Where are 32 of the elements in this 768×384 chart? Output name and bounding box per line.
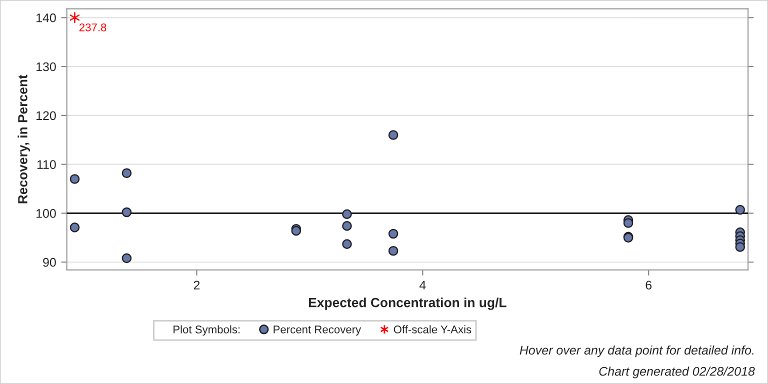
- point: [70, 12, 80, 24]
- x-tick-label: 2: [194, 280, 200, 290]
- x-tick-label: 6: [646, 280, 652, 290]
- annotation: 237.8: [79, 23, 106, 32]
- point: [342, 221, 352, 231]
- point: [623, 218, 634, 228]
- point: [388, 246, 398, 256]
- y-tick-label: 130: [36, 62, 56, 72]
- point: [70, 222, 80, 232]
- point: [735, 242, 746, 252]
- y-tick-label: 90: [43, 258, 56, 267]
- y-axis-title: Recovery, in Percent: [18, 74, 30, 204]
- point: [122, 168, 132, 178]
- text: Chart generated 02/28/2018: [599, 366, 755, 378]
- point: [342, 239, 352, 249]
- y-tick-label: 120: [36, 111, 56, 120]
- point: [70, 174, 80, 184]
- x-tick-label: 4: [419, 280, 426, 290]
- legend-label: Percent Recovery: [274, 326, 362, 336]
- y-tick-label: 100: [36, 209, 56, 218]
- point: [388, 228, 398, 239]
- y-tick-label: 110: [37, 160, 56, 169]
- point: [122, 253, 132, 264]
- text: Hover over any data point for detailed info.: [520, 345, 754, 358]
- point: [342, 209, 352, 220]
- point: [122, 207, 132, 218]
- y-tick-label: 140: [36, 13, 56, 22]
- point: [388, 130, 398, 140]
- x-axis-title: Expected Concentration in ug/L: [308, 298, 506, 310]
- legend-label: Off-scale Y-Axis: [394, 325, 472, 334]
- point: [735, 204, 746, 215]
- legend-title: Plot Symbols:: [174, 325, 240, 336]
